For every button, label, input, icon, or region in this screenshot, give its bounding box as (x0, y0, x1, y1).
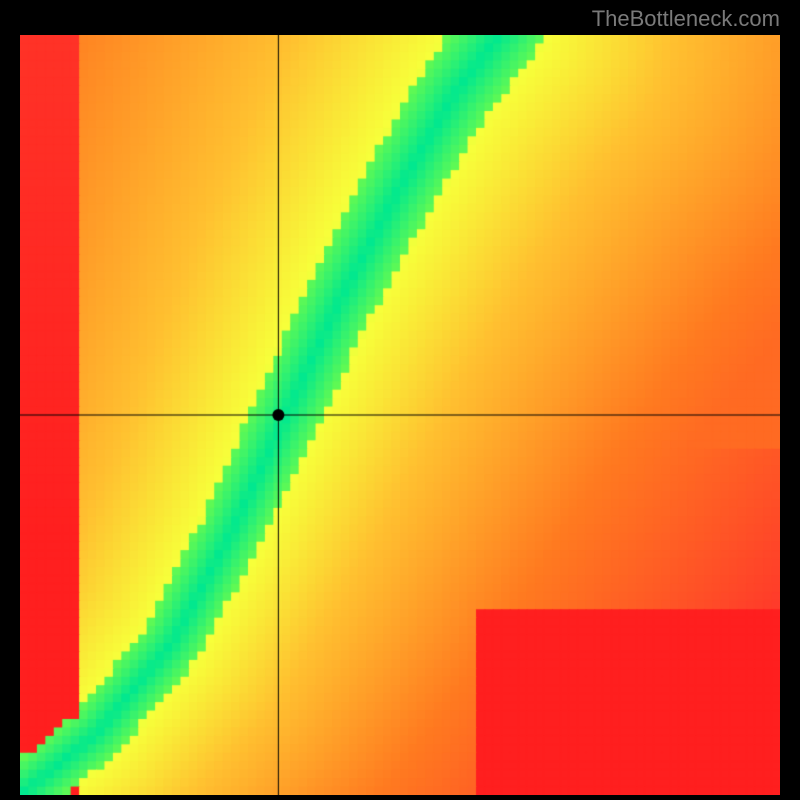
heatmap-canvas (20, 35, 780, 795)
watermark-text: TheBottleneck.com (592, 6, 780, 32)
bottleneck-heatmap (20, 35, 780, 795)
